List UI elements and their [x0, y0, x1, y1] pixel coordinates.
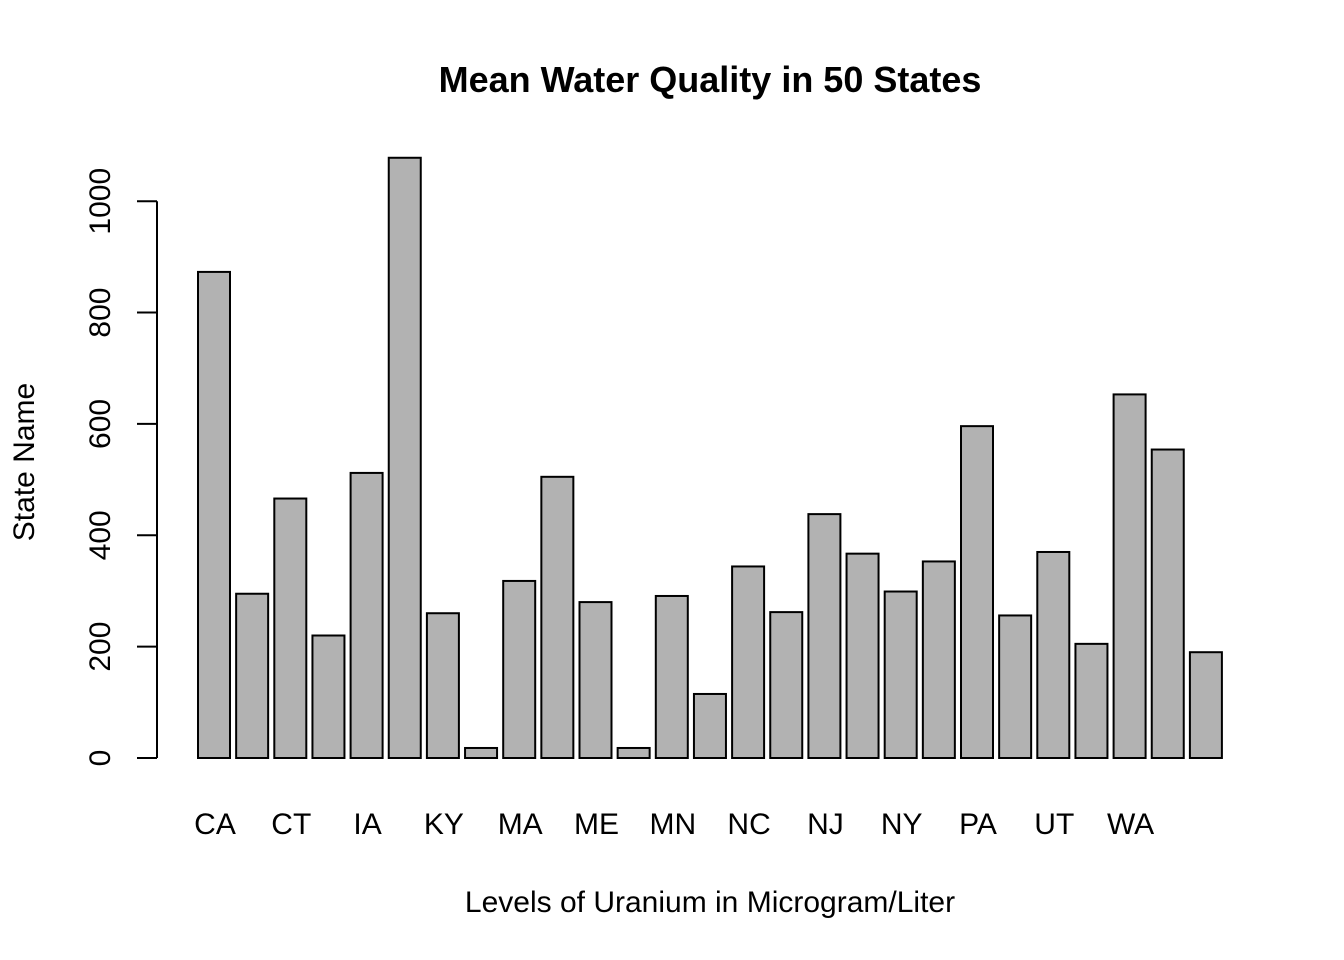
- bar-9: [540, 475, 575, 759]
- x-tick-label: NJ: [807, 808, 844, 841]
- x-tick-label: ME: [574, 808, 619, 841]
- bar-4: [349, 471, 384, 759]
- x-tick-label: CA: [194, 808, 236, 841]
- bar-6: [425, 612, 460, 759]
- bar-10: [578, 601, 613, 760]
- x-tick-label: NC: [727, 808, 770, 841]
- x-axis-label: Levels of Uranium in Microgram/Liter: [465, 886, 955, 919]
- x-tick-label: PA: [959, 808, 997, 841]
- bar-7: [464, 746, 499, 759]
- x-tick-label: MN: [649, 808, 696, 841]
- x-tick-label: IA: [353, 808, 381, 841]
- bar-13: [692, 692, 727, 760]
- bar-5: [387, 156, 422, 760]
- bar-8: [502, 579, 537, 760]
- bar-23: [1074, 642, 1109, 760]
- x-tick-label: WA: [1107, 808, 1154, 841]
- x-tick-label: KY: [424, 808, 464, 841]
- bar-18: [883, 590, 918, 759]
- bar-15: [769, 611, 804, 760]
- bar-21: [998, 614, 1033, 760]
- bar-24: [1112, 393, 1147, 759]
- bar-20: [960, 425, 994, 759]
- x-tick-label: NY: [881, 808, 923, 841]
- chart-title: Mean Water Quality in 50 States: [439, 59, 982, 100]
- bar-25: [1150, 448, 1185, 759]
- bar-0: [197, 270, 231, 759]
- bar-11: [616, 746, 651, 759]
- bar-14: [731, 565, 766, 760]
- y-tick-label: 1000: [84, 168, 117, 235]
- x-tick-labels: CA CT IA KY MA ME MN NC NJ NY PA UT WA: [194, 808, 1154, 841]
- bars: [197, 156, 1223, 760]
- y-tick-label: 400: [84, 510, 117, 560]
- bar-22: [1036, 550, 1071, 760]
- bar-12: [654, 594, 689, 759]
- y-tick-label: 800: [84, 288, 117, 338]
- bar-16: [807, 513, 842, 759]
- bar-19: [921, 560, 956, 759]
- y-tick-label: 0: [84, 750, 117, 767]
- bar-26: [1188, 651, 1223, 760]
- y-tick-label: 200: [84, 622, 117, 672]
- y-tick-label: 600: [84, 399, 117, 449]
- y-axis-label: State Name: [8, 383, 41, 541]
- bar-3: [311, 634, 346, 760]
- x-tick-label: CT: [271, 808, 311, 841]
- x-tick-label: UT: [1034, 808, 1074, 841]
- bar-1: [235, 592, 270, 760]
- bar-2: [273, 497, 308, 759]
- bar-17: [845, 552, 880, 760]
- y-axis: 0 200 400 600 800 1000: [84, 168, 158, 767]
- x-tick-label: MA: [498, 808, 543, 841]
